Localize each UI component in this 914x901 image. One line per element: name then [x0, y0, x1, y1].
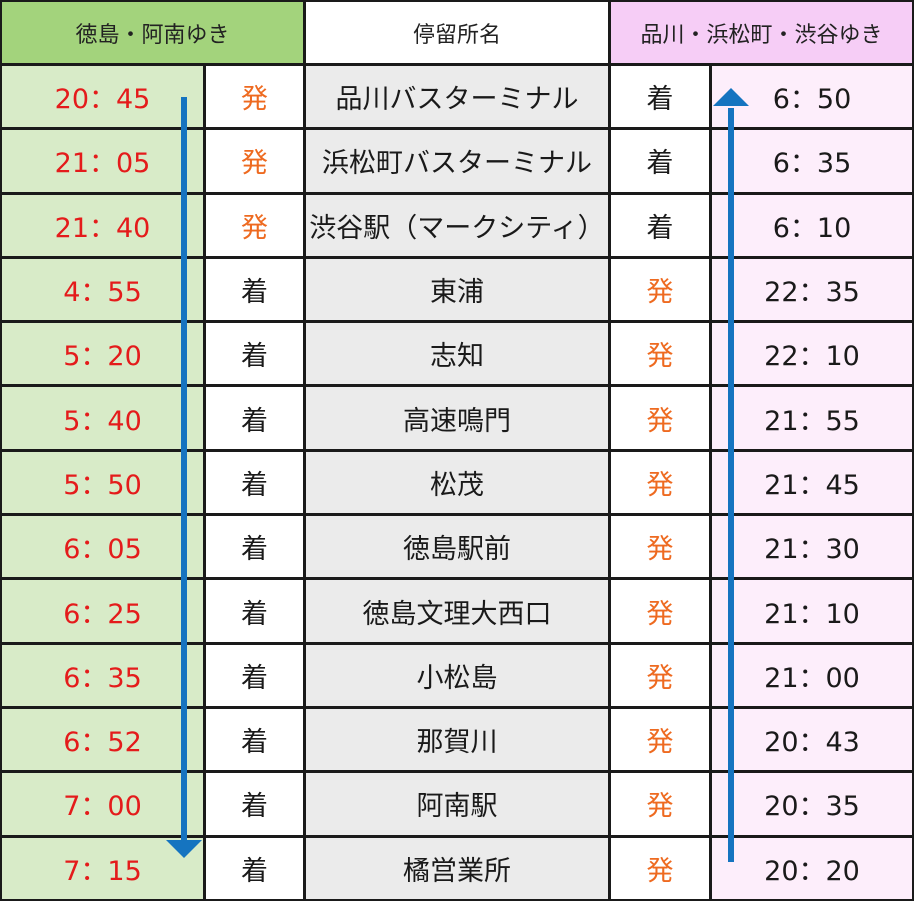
down-departure-time: 4：55: [0, 256, 205, 323]
stop-name: 小松島: [304, 642, 610, 708]
table-row: 7：00 着阿南駅発 20：35: [0, 771, 914, 837]
up-departure-time: 20：35: [710, 771, 914, 837]
down-dep-arr-mark: 着: [204, 256, 305, 323]
up-departure-time: 20：20: [710, 835, 914, 901]
up-departure-time: 6：35: [710, 128, 914, 194]
down-departure-time: 5：50: [0, 449, 205, 516]
up-dep-arr-mark: 発: [609, 642, 711, 708]
up-dep-arr-mark: 発: [609, 514, 711, 580]
up-departure-time: 22：35: [710, 256, 914, 323]
up-departure-time: 22：10: [710, 321, 914, 387]
down-dep-arr-mark: 着: [204, 449, 305, 516]
up-dep-arr-mark: 発: [609, 449, 711, 516]
down-departure-time: 6：05: [0, 514, 205, 580]
up-dep-arr-mark: 発: [609, 706, 711, 773]
up-departure-time: 21：45: [710, 449, 914, 516]
up-departure-time: 6：50: [710, 64, 914, 130]
up-dep-arr-mark: 着: [609, 192, 711, 258]
table-row: 5：20 着志知発 22：10: [0, 321, 914, 387]
down-departure-time: 6：52: [0, 706, 205, 773]
down-dep-arr-mark: 着: [204, 642, 305, 708]
header-to-tokushima-anan: 徳島・阿南ゆき: [0, 0, 305, 65]
up-dep-arr-mark: 発: [609, 578, 711, 644]
up-departure-time: 6：10: [710, 192, 914, 258]
down-departure-time: 21：40: [0, 192, 205, 258]
up-dep-arr-mark: 発: [609, 771, 711, 837]
table-row: 6：35 着小松島発 21：00: [0, 642, 914, 708]
down-dep-arr-mark: 着: [204, 321, 305, 387]
timetable-header: 徳島・阿南ゆき 停留所名 品川・浜松町・渋谷ゆき: [0, 0, 914, 65]
down-dep-arr-mark: 着: [204, 514, 305, 580]
down-dep-arr-mark: 着: [204, 835, 305, 901]
up-dep-arr-mark: 着: [609, 128, 711, 194]
stop-name: 浜松町バスターミナル: [304, 128, 610, 194]
down-dep-arr-mark: 発: [204, 192, 305, 258]
down-dep-arr-mark: 発: [204, 64, 305, 130]
table-row: 21：05 発浜松町バスターミナル着 6：35: [0, 128, 914, 194]
stop-name: 渋谷駅（マークシティ）: [304, 192, 610, 258]
up-departure-time: 20：43: [710, 706, 914, 773]
down-departure-time: 7：00: [0, 771, 205, 837]
stop-name: 那賀川: [304, 706, 610, 773]
down-dep-arr-mark: 着: [204, 385, 305, 451]
stop-name: 高速鳴門: [304, 385, 610, 451]
timetable-rows: 20：45 発品川バスターミナル着 6：50 21：05 発浜松町バスターミナル着 6：3…: [0, 64, 914, 901]
table-row: 21：40 発渋谷駅（マークシティ）着 6：10: [0, 192, 914, 258]
table-row: 4：55 着東浦発 22：35: [0, 256, 914, 323]
down-departure-time: 6：35: [0, 642, 205, 708]
header-stop-name: 停留所名: [304, 0, 610, 65]
up-dep-arr-mark: 発: [609, 385, 711, 451]
up-departure-time: 21：30: [710, 514, 914, 580]
table-row: 6：52 着那賀川発 20：43: [0, 706, 914, 773]
down-dep-arr-mark: 着: [204, 578, 305, 644]
down-departure-time: 20：45: [0, 64, 205, 130]
down-departure-time: 21：05: [0, 128, 205, 194]
down-departure-time: 5：20: [0, 321, 205, 387]
table-row: 7：15 着橘営業所発 20：20: [0, 835, 914, 901]
down-dep-arr-mark: 発: [204, 128, 305, 194]
down-departure-time: 6：25: [0, 578, 205, 644]
stop-name: 志知: [304, 321, 610, 387]
up-departure-time: 21：10: [710, 578, 914, 644]
table-row: 20：45 発品川バスターミナル着 6：50: [0, 64, 914, 130]
down-departure-time: 5：40: [0, 385, 205, 451]
up-departure-time: 21：55: [710, 385, 914, 451]
table-row: 5：50 着松茂発 21：45: [0, 449, 914, 516]
stop-name: 品川バスターミナル: [304, 64, 610, 130]
up-dep-arr-mark: 着: [609, 64, 711, 130]
stop-name: 橘営業所: [304, 835, 610, 901]
up-dep-arr-mark: 発: [609, 321, 711, 387]
stop-name: 松茂: [304, 449, 610, 516]
stop-name: 徳島文理大西口: [304, 578, 610, 644]
stop-name: 東浦: [304, 256, 610, 323]
up-departure-time: 21：00: [710, 642, 914, 708]
stop-name: 徳島駅前: [304, 514, 610, 580]
down-departure-time: 7：15: [0, 835, 205, 901]
down-dep-arr-mark: 着: [204, 771, 305, 837]
table-row: 6：25 着徳島文理大西口発 21：10: [0, 578, 914, 644]
down-dep-arr-mark: 着: [204, 706, 305, 773]
table-row: 5：40 着高速鳴門発 21：55: [0, 385, 914, 451]
up-dep-arr-mark: 発: [609, 835, 711, 901]
stop-name: 阿南駅: [304, 771, 610, 837]
up-dep-arr-mark: 発: [609, 256, 711, 323]
table-row: 6：05 着徳島駅前発 21：30: [0, 514, 914, 580]
header-to-shinagawa-shibuya: 品川・浜松町・渋谷ゆき: [609, 0, 914, 65]
